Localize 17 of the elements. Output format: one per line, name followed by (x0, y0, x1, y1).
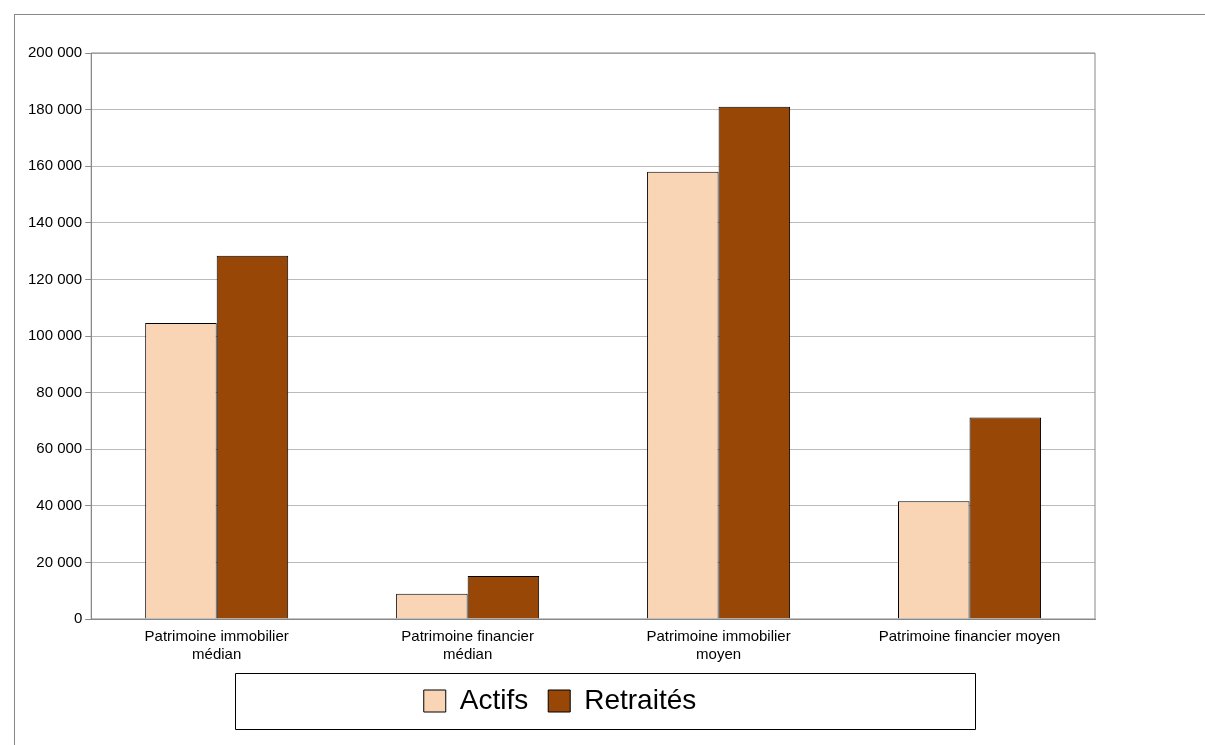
x-tick-label: Patrimoine immobilier médian (144, 627, 289, 663)
x-tick-label: Patrimoine financier médian (401, 627, 534, 663)
y-tick-label: 80 000 (36, 382, 83, 400)
y-tick-label: 200 000 (27, 43, 83, 61)
y-tick-label: 20 000 (36, 552, 83, 570)
y-tick-label: 120 000 (27, 269, 83, 287)
x-tick-label: Patrimoine immobilier moyen (646, 627, 791, 663)
y-tick-label: 100 000 (27, 326, 83, 344)
y-tick-label: 60 000 (36, 439, 83, 457)
x-tick-label: Patrimoine financier moyen (878, 627, 1061, 645)
legend-label: Retraités (584, 683, 697, 715)
y-tick-label: 140 000 (27, 212, 83, 230)
y-tick-label: 0 (73, 609, 83, 627)
y-tick-label: 180 000 (27, 99, 83, 117)
legend-label: Actifs (459, 683, 529, 715)
y-tick-label: 160 000 (27, 156, 83, 174)
y-tick-label: 40 000 (36, 495, 83, 513)
